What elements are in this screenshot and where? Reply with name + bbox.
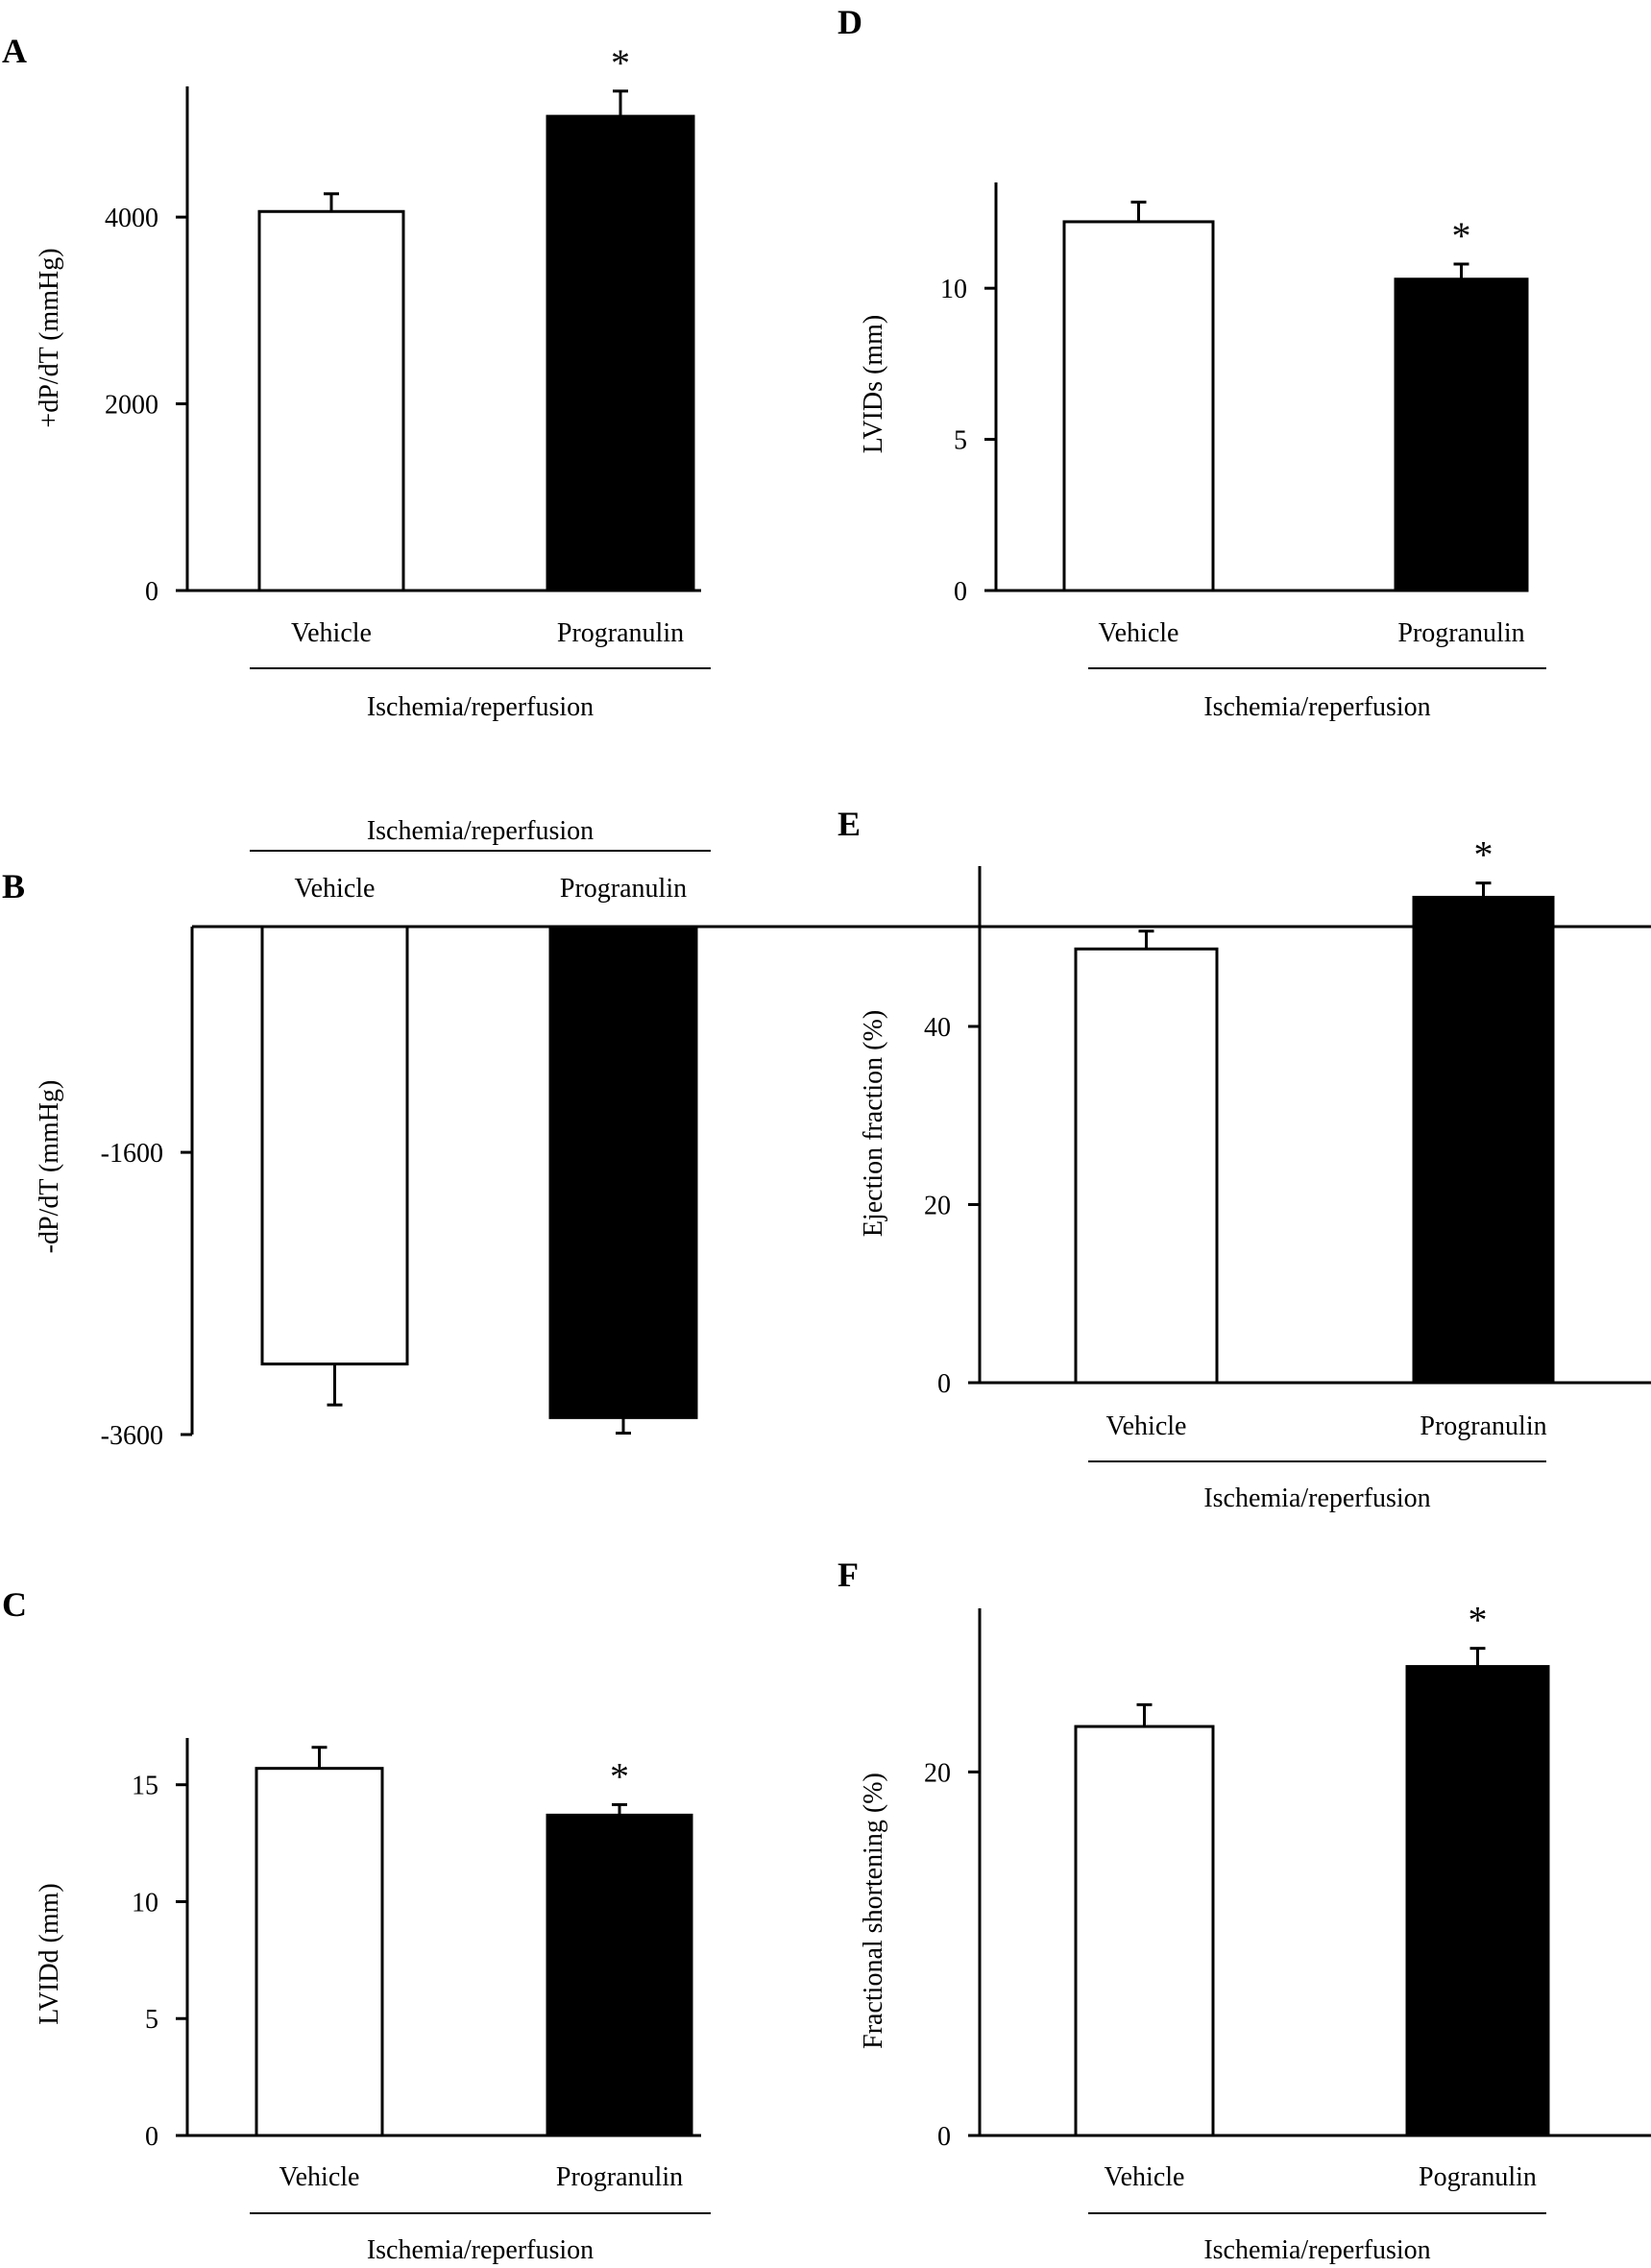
category-label: Vehicle: [1105, 2162, 1185, 2192]
y-tick-label: 20: [924, 1191, 951, 1220]
category-label: Vehicle: [1106, 1411, 1187, 1441]
bar-progranulin: [546, 114, 695, 592]
panel-c: C 0 5 10 15 Vehicle * Progranulin Ischemia/reper…: [2, 1585, 711, 2265]
bar-progranulin: [1394, 277, 1529, 592]
group-label: Ischemia/reperfusion: [1203, 692, 1430, 722]
category-label: Progranulin: [1397, 618, 1524, 648]
bar-vehicle: [260, 925, 409, 1366]
y-axis-label: LVIDd (mm): [35, 1883, 64, 2025]
panel-label: E: [838, 805, 861, 843]
category-label: Progranulin: [560, 874, 687, 904]
y-axis-label: Ejection fraction (%): [859, 1010, 888, 1237]
panel-d: D 0 5 10 Vehicle * Progranulin Ischemia/reperfu…: [838, 3, 1546, 722]
panel-label: C: [2, 1585, 27, 1624]
panel-b: B -1600 -3600 Vehicle Progranulin Ischemia/re…: [2, 816, 1651, 1451]
group-label: Ischemia/reperfusion: [367, 2235, 594, 2265]
category-label: Vehicle: [291, 618, 372, 648]
category-label: Progranulin: [556, 2162, 683, 2192]
panel-label: F: [838, 1556, 859, 1594]
bar-vehicle: [1074, 947, 1219, 1385]
y-tick-label: 2000: [105, 391, 158, 421]
bar-vehicle: [255, 1767, 384, 2137]
y-tick-label: 10: [940, 275, 967, 304]
category-label: Progranulin: [557, 618, 684, 648]
panel-label: D: [838, 3, 862, 41]
y-tick-label: 5: [145, 2005, 158, 2035]
group-label: Ischemia/reperfusion: [1203, 1484, 1430, 1513]
group-label: Ischemia/reperfusion: [1203, 2235, 1430, 2265]
panel-a: A 0 2000 4000 Vehicle * Progranulin Ischemia/re…: [2, 32, 711, 722]
y-tick-label: 20: [924, 1758, 951, 1788]
category-label: Pogranulin: [1419, 2162, 1537, 2192]
group-label: Ischemia/reperfusion: [367, 692, 594, 722]
category-label: Vehicle: [1099, 618, 1179, 648]
y-tick-label: 10: [132, 1888, 158, 1918]
panel-label: A: [2, 32, 27, 70]
y-axis-label: -dP/dT (mmHg): [35, 1080, 64, 1254]
y-tick-label: 0: [145, 577, 158, 607]
y-tick-label: 0: [145, 2122, 158, 2152]
significance-marker: *: [1452, 214, 1471, 257]
y-tick-label: 4000: [105, 204, 158, 233]
panel-f: F 0 20 Vehicle * Pogranulin Ischemia/reperfusi…: [838, 1556, 1651, 2265]
y-tick-label: 0: [954, 577, 967, 607]
bar-progranulin: [1405, 1665, 1550, 2137]
bar-progranulin: [548, 925, 698, 1419]
y-tick-label: 15: [132, 1772, 158, 1801]
y-axis-label: Fractional shortening (%): [859, 1773, 888, 2049]
significance-marker: *: [611, 41, 630, 84]
panel-label: B: [2, 867, 25, 905]
y-tick-label: -1600: [101, 1139, 163, 1169]
bar-progranulin: [1412, 895, 1555, 1385]
y-tick-label: 40: [924, 1013, 951, 1043]
y-tick-label: -3600: [101, 1421, 163, 1451]
group-label: Ischemia/reperfusion: [367, 816, 594, 846]
bar-progranulin: [546, 1813, 693, 2137]
bar-vehicle: [1074, 1725, 1215, 2137]
y-axis-label: +dP/dT (mmHg): [35, 248, 64, 427]
significance-marker: *: [610, 1754, 629, 1798]
panel-e: E 0 20 40 Vehicle * Progranulin Ischemia/reperf…: [838, 805, 1651, 1513]
bar-vehicle: [257, 209, 405, 592]
y-tick-label: 5: [954, 426, 967, 456]
y-tick-label: 0: [937, 2122, 951, 2152]
y-axis-label: LVIDs (mm): [859, 315, 888, 453]
category-label: Vehicle: [295, 874, 376, 904]
significance-marker: *: [1469, 1599, 1488, 1642]
bar-vehicle: [1062, 220, 1215, 592]
y-tick-label: 0: [937, 1369, 951, 1399]
category-label: Vehicle: [279, 2162, 360, 2192]
significance-marker: *: [1474, 833, 1493, 877]
category-label: Progranulin: [1420, 1411, 1546, 1441]
